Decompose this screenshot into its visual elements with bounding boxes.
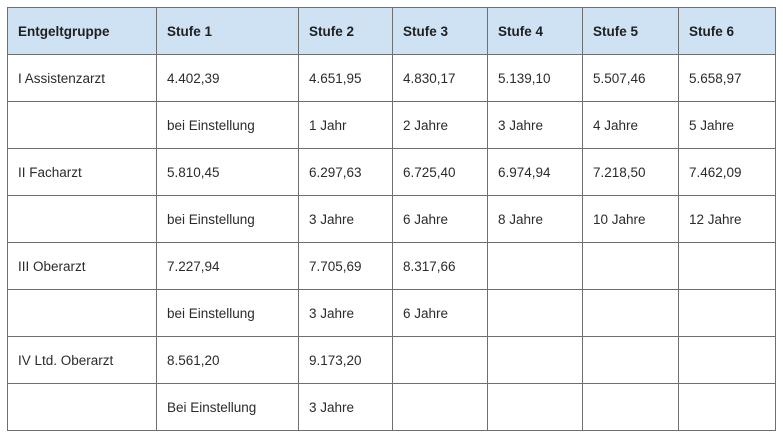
table-cell: 3 Jahre (487, 101, 583, 149)
table-cell: 1 Jahr (298, 101, 393, 149)
table-cell: 5.810,45 (156, 148, 299, 196)
table-row: bei Einstellung 1 Jahr 2 Jahre 3 Jahre 4… (7, 101, 776, 149)
table-cell: I Assistenzarzt (7, 54, 157, 102)
table-cell: 7.227,94 (156, 242, 299, 290)
table-cell (7, 195, 157, 243)
table-cell (678, 289, 776, 337)
table-cell: 8.561,20 (156, 336, 299, 384)
table-cell: 6 Jahre (392, 195, 488, 243)
table-cell: 7.462,09 (678, 148, 776, 196)
table-cell: bei Einstellung (156, 195, 299, 243)
salary-table: Entgeltgruppe Stufe 1 Stufe 2 Stufe 3 St… (7, 7, 776, 431)
table-cell: 3 Jahre (298, 195, 393, 243)
table-cell (7, 383, 157, 431)
table-row: Bei Einstellung 3 Jahre (7, 383, 776, 431)
header-cell-stufe-6: Stufe 6 (678, 7, 776, 55)
table-cell (487, 242, 583, 290)
table-cell: 2 Jahre (392, 101, 488, 149)
table-cell: 6.297,63 (298, 148, 393, 196)
table-cell: 5.507,46 (582, 54, 679, 102)
table-cell (487, 383, 583, 431)
table-cell: 10 Jahre (582, 195, 679, 243)
table-cell: 3 Jahre (298, 289, 393, 337)
table-cell: Bei Einstellung (156, 383, 299, 431)
header-row: Entgeltgruppe Stufe 1 Stufe 2 Stufe 3 St… (7, 7, 776, 55)
table-cell: 5.139,10 (487, 54, 583, 102)
table-cell: 4.402,39 (156, 54, 299, 102)
header-cell-stufe-2: Stufe 2 (298, 7, 393, 55)
header-cell-entgeltgruppe: Entgeltgruppe (7, 7, 157, 55)
table-cell: IV Ltd. Oberarzt (7, 336, 157, 384)
table-cell (678, 242, 776, 290)
table-cell: 6 Jahre (392, 289, 488, 337)
header-cell-stufe-5: Stufe 5 (582, 7, 679, 55)
table-row: I Assistenzarzt 4.402,39 4.651,95 4.830,… (7, 54, 776, 102)
table-cell: 3 Jahre (298, 383, 393, 431)
table-cell: 8.317,66 (392, 242, 488, 290)
table-row: II Facharzt 5.810,45 6.297,63 6.725,40 6… (7, 148, 776, 196)
table-row: bei Einstellung 3 Jahre 6 Jahre 8 Jahre … (7, 195, 776, 243)
table-cell (392, 336, 488, 384)
table-cell (582, 242, 679, 290)
table-cell: 8 Jahre (487, 195, 583, 243)
table-row: IV Ltd. Oberarzt 8.561,20 9.173,20 (7, 336, 776, 384)
table-cell (678, 336, 776, 384)
table-cell: 7.218,50 (582, 148, 679, 196)
table-cell: 5.658,97 (678, 54, 776, 102)
table-cell (487, 336, 583, 384)
table-cell (7, 289, 157, 337)
table-cell: 4.830,17 (392, 54, 488, 102)
table-cell: II Facharzt (7, 148, 157, 196)
table-cell: 7.705,69 (298, 242, 393, 290)
table-cell: 4 Jahre (582, 101, 679, 149)
table-cell (582, 289, 679, 337)
table-cell (7, 101, 157, 149)
header-cell-stufe-1: Stufe 1 (156, 7, 299, 55)
header-cell-stufe-3: Stufe 3 (392, 7, 488, 55)
table-cell: 12 Jahre (678, 195, 776, 243)
table-cell (678, 383, 776, 431)
table-cell: bei Einstellung (156, 289, 299, 337)
table-cell: 6.725,40 (392, 148, 488, 196)
salary-table-container: Entgeltgruppe Stufe 1 Stufe 2 Stufe 3 St… (7, 7, 776, 431)
table-cell (487, 289, 583, 337)
table-row: bei Einstellung 3 Jahre 6 Jahre (7, 289, 776, 337)
header-cell-stufe-4: Stufe 4 (487, 7, 583, 55)
table-cell (582, 383, 679, 431)
table-cell (392, 383, 488, 431)
table-cell: 4.651,95 (298, 54, 393, 102)
table-cell: 9.173,20 (298, 336, 393, 384)
table-cell: III Oberarzt (7, 242, 157, 290)
table-cell: 6.974,94 (487, 148, 583, 196)
table-cell (582, 336, 679, 384)
table-cell: 5 Jahre (678, 101, 776, 149)
table-cell: bei Einstellung (156, 101, 299, 149)
table-row: III Oberarzt 7.227,94 7.705,69 8.317,66 (7, 242, 776, 290)
